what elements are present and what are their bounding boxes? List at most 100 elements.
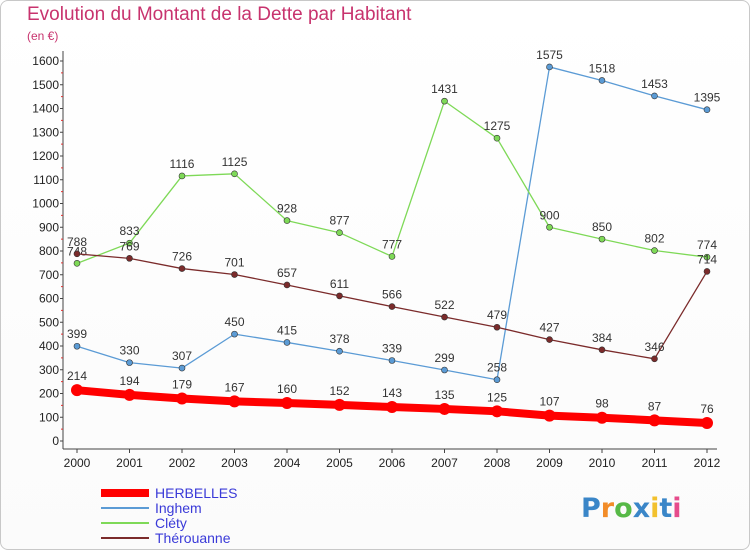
data-label: 1518 — [589, 61, 616, 75]
data-point — [281, 397, 293, 409]
data-point — [491, 405, 503, 418]
data-point — [73, 260, 81, 267]
logo-letter: i — [672, 493, 681, 524]
data-label: 788 — [67, 235, 87, 249]
data-point — [126, 359, 133, 366]
data-point — [126, 239, 133, 247]
data-label: 900 — [539, 208, 559, 222]
legend-label: Cléty — [155, 515, 187, 531]
data-point — [71, 384, 83, 397]
data-point — [336, 292, 343, 300]
y-tick-label: 200 — [39, 387, 59, 401]
x-tick-label: 2011 — [642, 456, 668, 470]
data-point — [441, 97, 448, 105]
data-label: 427 — [539, 321, 559, 335]
logo-letter: x — [633, 493, 650, 524]
x-tick-label: 2004 — [274, 456, 301, 470]
data-point — [651, 247, 658, 254]
y-tick-label: 1400 — [32, 102, 59, 116]
x-tick-label: 2002 — [169, 456, 196, 470]
data-label: 777 — [382, 237, 402, 251]
data-label: 160 — [277, 382, 297, 396]
data-label: 346 — [644, 340, 664, 354]
data-point — [493, 376, 501, 384]
logo-letter: t — [659, 493, 672, 524]
y-tick-label: 300 — [39, 363, 59, 377]
logo-letter: P — [581, 493, 601, 524]
data-point — [228, 395, 241, 408]
x-tick-label: 2012 — [694, 456, 721, 470]
y-tick-label: 1100 — [33, 173, 59, 187]
data-point — [546, 63, 553, 71]
data-label: 135 — [434, 388, 454, 402]
x-tick-label: 2006 — [379, 456, 406, 470]
y-tick-label: 1600 — [32, 54, 59, 68]
data-label: 98 — [595, 397, 609, 411]
logo-letter: r — [601, 493, 615, 524]
x-tick-label: 2000 — [64, 456, 91, 470]
x-tick-label: 2007 — [431, 456, 458, 470]
data-label: 339 — [382, 341, 402, 355]
data-point — [386, 401, 398, 414]
data-point — [231, 271, 238, 278]
data-point — [543, 409, 556, 422]
data-label: 1275 — [484, 119, 511, 133]
data-point — [546, 336, 553, 343]
data-label: 1125 — [222, 155, 248, 169]
y-tick-label: 500 — [39, 315, 59, 329]
y-tick-label: 700 — [39, 268, 59, 282]
x-tick-label: 2008 — [484, 456, 511, 470]
data-label: 214 — [67, 369, 87, 383]
data-label: 701 — [224, 256, 244, 270]
data-label: 479 — [487, 308, 507, 322]
data-point — [493, 134, 501, 142]
data-label: 194 — [119, 374, 139, 388]
y-tick-label: 100 — [39, 410, 59, 424]
data-point — [701, 416, 713, 429]
y-tick-label: 0 — [52, 434, 59, 448]
y-tick-label: 800 — [39, 244, 59, 258]
data-label: 450 — [224, 315, 244, 329]
data-point — [493, 323, 501, 331]
data-point — [178, 265, 186, 272]
y-tick-label: 400 — [39, 339, 59, 353]
data-point — [651, 92, 658, 100]
data-label: 125 — [487, 390, 507, 404]
data-point — [283, 217, 291, 224]
data-point — [283, 281, 291, 289]
data-point — [441, 313, 448, 321]
data-point — [703, 268, 711, 275]
data-point — [598, 235, 606, 243]
y-tick-label: 1200 — [32, 149, 59, 163]
data-label: 152 — [329, 384, 349, 398]
data-label: 1116 — [170, 157, 195, 171]
data-label: 726 — [172, 250, 192, 264]
data-point — [596, 411, 608, 424]
series-line-inghem — [76, 66, 708, 381]
data-label: 611 — [330, 277, 349, 291]
data-point — [703, 106, 711, 113]
data-point — [441, 366, 448, 374]
data-label: 566 — [382, 288, 402, 302]
data-label: 107 — [539, 395, 559, 409]
data-label: 415 — [277, 323, 297, 337]
legend-label: HERBELLES — [155, 485, 237, 501]
data-label: 1395 — [694, 91, 721, 105]
y-tick-label: 600 — [39, 292, 59, 306]
data-label: 258 — [487, 361, 507, 375]
data-label: 657 — [277, 266, 297, 280]
data-label: 877 — [329, 214, 349, 228]
data-label: 330 — [119, 344, 139, 358]
x-tick-label: 2001 — [116, 456, 143, 470]
data-point — [388, 357, 396, 364]
y-tick-label: 1000 — [32, 197, 59, 211]
data-point — [648, 414, 661, 427]
data-point — [123, 388, 136, 401]
data-label: 384 — [592, 331, 612, 345]
data-point — [126, 255, 133, 262]
data-label: 76 — [700, 402, 714, 416]
chart-unit: (en €) — [27, 29, 59, 43]
logo-letter: i — [650, 493, 659, 524]
data-label: 1575 — [536, 48, 563, 62]
